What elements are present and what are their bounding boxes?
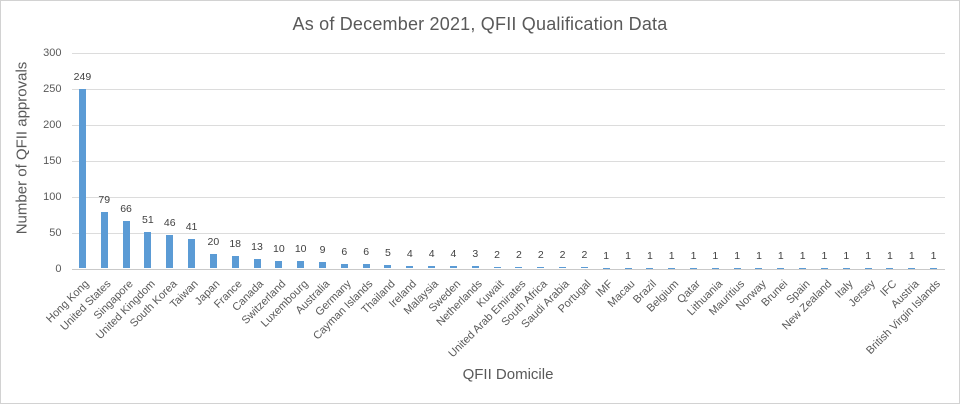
bar-imf: [602, 267, 610, 269]
data-label: 1: [821, 249, 828, 262]
bar-sweden: [449, 265, 457, 269]
data-label: 51: [142, 213, 154, 226]
bar-taiwan: [188, 238, 196, 269]
data-label: 3: [472, 248, 479, 261]
bar-spain: [799, 267, 807, 269]
data-label: 4: [406, 247, 413, 260]
bar-jersey: [864, 267, 872, 269]
bar-belgium: [668, 267, 676, 269]
y-tick-label: 300: [43, 46, 62, 59]
data-label: 1: [777, 249, 784, 262]
data-label: 1: [843, 249, 850, 262]
data-label: 4: [428, 247, 435, 260]
data-label: 13: [251, 241, 263, 254]
bar-australia: [318, 262, 326, 269]
bar-united-states: [100, 211, 108, 269]
data-label: 2: [515, 249, 522, 262]
data-label: 18: [229, 237, 242, 250]
bar-france: [231, 255, 239, 269]
bar-luxembourg: [297, 261, 305, 269]
bar-saudi-arabia: [559, 267, 567, 269]
data-label: 10: [272, 243, 285, 256]
data-label: 1: [690, 249, 697, 262]
data-label: 1: [908, 249, 915, 262]
data-label: 2: [581, 249, 588, 262]
bar-lithuania: [711, 267, 719, 269]
data-label: 66: [120, 202, 132, 215]
bar-mauritius: [733, 267, 741, 269]
data-label: 20: [207, 236, 220, 249]
bar-kuwait: [493, 267, 501, 269]
data-label: 2: [559, 249, 566, 262]
data-label: 5: [385, 246, 391, 259]
data-label: 4: [450, 247, 457, 260]
x-axis-line: [71, 268, 945, 270]
data-label: 1: [668, 249, 675, 262]
bar-united-kingdom: [144, 231, 152, 269]
bar-italy: [842, 267, 850, 269]
bar-malaysia: [428, 265, 436, 269]
data-label: 1: [756, 249, 762, 262]
data-label: 1: [799, 249, 806, 262]
gridline: [71, 196, 945, 198]
bar-austria: [908, 267, 916, 269]
y-tick-label: 250: [43, 82, 62, 95]
bar-norway: [755, 267, 763, 269]
y-tick-label: 150: [43, 154, 62, 167]
bar-japan: [209, 254, 217, 269]
y-tick-label: 100: [43, 190, 62, 203]
bar-portugal: [580, 267, 588, 269]
data-label: 1: [887, 249, 893, 262]
bar-thailand: [384, 264, 392, 269]
bar-hong-kong: [78, 89, 86, 269]
bar-south-korea: [166, 235, 174, 269]
bar-switzerland: [275, 261, 283, 269]
data-label: 2: [494, 249, 500, 262]
data-label: 6: [341, 246, 348, 259]
gridline: [71, 88, 945, 90]
data-label: 1: [930, 249, 937, 262]
data-label: 1: [603, 249, 610, 262]
data-label: 2: [537, 249, 544, 262]
data-label: 10: [294, 243, 307, 256]
data-label: 9: [319, 244, 326, 257]
plot-area: [71, 52, 945, 270]
gridline: [71, 160, 945, 162]
bar-macau: [624, 267, 632, 269]
data-label: 46: [163, 217, 176, 230]
gridline: [71, 52, 945, 54]
bar-united-arab-emirates: [515, 267, 523, 269]
data-label: 249: [73, 71, 92, 84]
bar-cayman-islands: [362, 264, 370, 269]
gridline: [71, 124, 945, 126]
data-label: 1: [734, 249, 741, 262]
bar-south-africa: [537, 267, 545, 269]
bar-canada: [253, 259, 261, 269]
bar-brunei: [777, 267, 785, 269]
bar-netherlands: [471, 266, 479, 269]
bar-british-virgin-islands: [930, 267, 938, 269]
data-label: 1: [712, 249, 719, 262]
data-label: 6: [363, 246, 370, 259]
data-label: 1: [865, 249, 872, 262]
x-axis-title: QFII Domicile: [462, 366, 554, 383]
bar-singapore: [122, 220, 130, 269]
y-tick-label: 200: [43, 118, 62, 131]
data-label: 79: [98, 193, 111, 206]
chart-title: As of December 2021, QFII Qualification …: [292, 14, 668, 34]
gridline: [71, 232, 945, 234]
y-tick-label: 0: [55, 262, 62, 275]
data-label: 1: [625, 249, 631, 262]
bar-ifc: [886, 267, 894, 269]
bar-germany: [340, 264, 348, 269]
data-label: 1: [646, 249, 653, 262]
data-label: 41: [185, 220, 198, 233]
bar-new-zealand: [820, 267, 828, 269]
y-tick-label: 50: [49, 226, 62, 239]
bar-ireland: [406, 265, 414, 269]
bar-qatar: [690, 267, 697, 269]
bar-brazil: [646, 267, 654, 269]
